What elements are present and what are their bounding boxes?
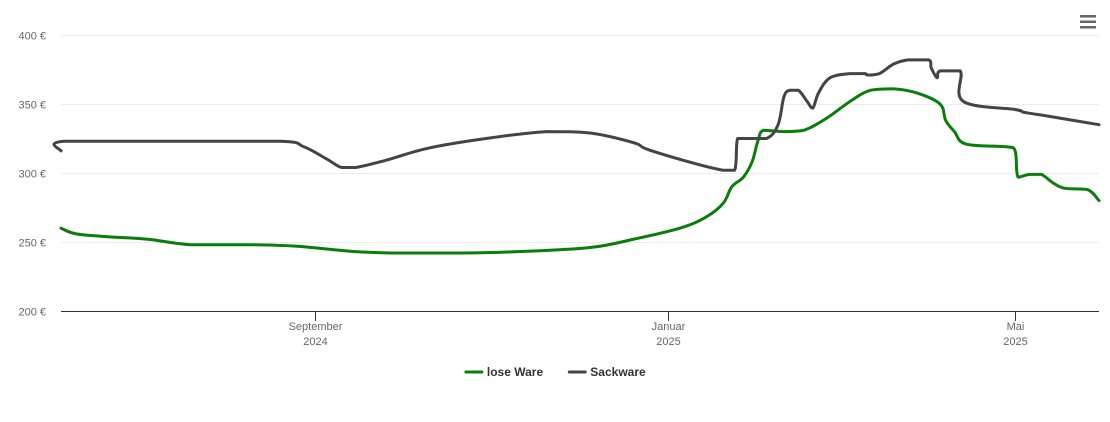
hamburger-menu-icon[interactable]: [1076, 10, 1100, 34]
grid: [61, 35, 1099, 243]
legend-label: lose Ware: [487, 365, 544, 379]
legend-item-2[interactable]: Sackware: [567, 365, 646, 379]
x-tick-label-year: 2024: [303, 336, 327, 348]
x-tick-label-month: Januar: [652, 321, 686, 333]
legend-label: Sackware: [590, 365, 646, 379]
axes: 200 € 250 € 300 € 350 € 400 € September 2024 Ja…: [18, 31, 1099, 348]
y-tick-label: 250 €: [18, 238, 46, 250]
series-lines: [52, 58, 1101, 255]
x-tick-label-month: Mai: [1007, 321, 1025, 333]
y-tick-label: 400 €: [18, 31, 46, 43]
y-tick-label: 350 €: [18, 100, 46, 112]
x-tick-label-year: 2025: [656, 336, 680, 348]
legend: lose Ware Sackware: [464, 365, 646, 379]
y-tick-label: 300 €: [18, 169, 46, 181]
series-line-2[interactable]: [52, 58, 1101, 172]
series-line-1[interactable]: [59, 87, 1101, 255]
y-tick-label: 200 €: [18, 307, 46, 319]
legend-item-1[interactable]: lose Ware: [464, 365, 544, 379]
x-tick-label-year: 2025: [1003, 336, 1027, 348]
x-tick-label-month: September: [289, 321, 343, 333]
